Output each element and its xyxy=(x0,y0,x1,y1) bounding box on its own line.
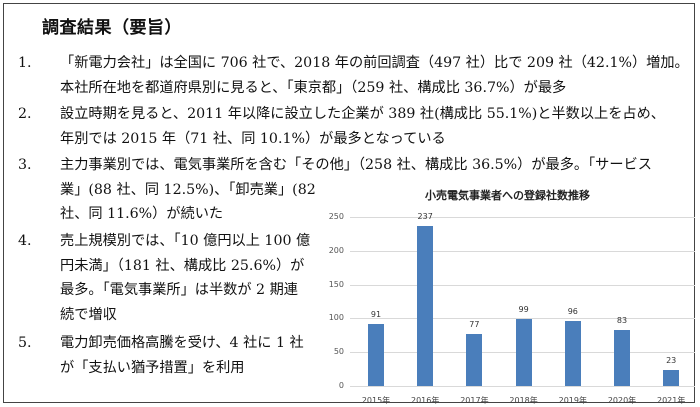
gridline xyxy=(350,284,695,286)
gridline xyxy=(350,386,695,387)
item-line: 社、同 11.6%）が続いた xyxy=(60,206,224,223)
x-tick-label: 2015年 xyxy=(361,396,391,405)
x-tick-label: 2021年 xyxy=(657,396,686,405)
item-line: 電力卸売価格高騰を受け、4 社に 1 社 xyxy=(60,335,304,351)
item-line: 本社所在地を都道府県別に見ると、「東京都」（259 社、構成比 36.7%）が最… xyxy=(60,79,567,96)
item-line: 「新電力会社」は全国に 706 社で、2018 年の前回調査（497 社）比で … xyxy=(60,55,689,71)
gridline xyxy=(350,217,695,218)
x-tick-label: 2019年 xyxy=(558,396,587,405)
bar-value-label: 99 xyxy=(518,305,529,315)
x-tick-label: 2018年 xyxy=(509,396,538,405)
bar-value-label: 77 xyxy=(469,319,480,329)
x-tick-label: 2017年 xyxy=(460,396,489,405)
y-tick-label: 50 xyxy=(333,347,344,357)
y-tick-label: 250 xyxy=(328,212,344,221)
bar-value-label: 96 xyxy=(567,307,578,317)
x-tick-label: 2016年 xyxy=(411,396,440,405)
bar-value-label: 91 xyxy=(370,310,382,320)
x-tick-label: 2020年 xyxy=(607,396,637,405)
bar-value-label: 23 xyxy=(666,356,677,366)
chart-title: 小売電気事業者への登録社数推移 xyxy=(425,189,590,202)
gridline xyxy=(350,318,695,320)
item-line: 円未満」（181 社、構成比 25.6%）が xyxy=(60,257,305,274)
item-number: 3. xyxy=(18,157,32,173)
y-tick-label: 0 xyxy=(338,381,344,390)
y-tick-label: 100 xyxy=(328,313,344,323)
bar xyxy=(417,225,434,386)
bar xyxy=(564,321,581,386)
bar-value-label: 83 xyxy=(616,315,628,325)
item-number: 2. xyxy=(18,106,32,122)
bar-value-label: 237 xyxy=(417,211,433,221)
item-number: 1. xyxy=(18,55,32,71)
bar-chart: 小売電気事業者への登録社数推移 0 50 100 150 200 250 91 2015年 23… xyxy=(320,183,695,405)
item-line: 最多。「電気事業所」は半数が 2 期連 xyxy=(60,282,298,299)
bar xyxy=(614,329,630,386)
item-line: 年別では 2015 年（71 社、同 10.1%）が最多となっている xyxy=(60,130,446,147)
item-line: が「支払い猶予措置」を利用 xyxy=(60,359,245,376)
item-line: 業」(88 社、同 12.5%)、「卸売業」(82 xyxy=(60,181,316,198)
item-number: 5. xyxy=(18,335,32,351)
item-line: 主力事業別では、電気事業所を含む「その他」（258 社、構成比 36.5%）が最… xyxy=(60,157,652,173)
item-number: 4. xyxy=(18,233,32,249)
bar xyxy=(466,333,483,386)
y-tick-label: 150 xyxy=(328,279,344,289)
y-tick-label: 200 xyxy=(328,245,344,255)
item-line: 売上規模別では、「10 億円以上 100 億 xyxy=(60,233,311,249)
bar xyxy=(663,370,680,386)
bar xyxy=(515,319,532,386)
page-title: 調査結果（要旨） xyxy=(42,18,182,38)
gridline xyxy=(350,250,695,252)
item-line: 続で増収 xyxy=(60,306,117,323)
summary-frame xyxy=(3,3,695,403)
bar xyxy=(368,324,384,386)
item-line: 設立時期を見ると、2011 年以降に設立した企業が 389 社(構成比 55.1… xyxy=(60,106,665,122)
